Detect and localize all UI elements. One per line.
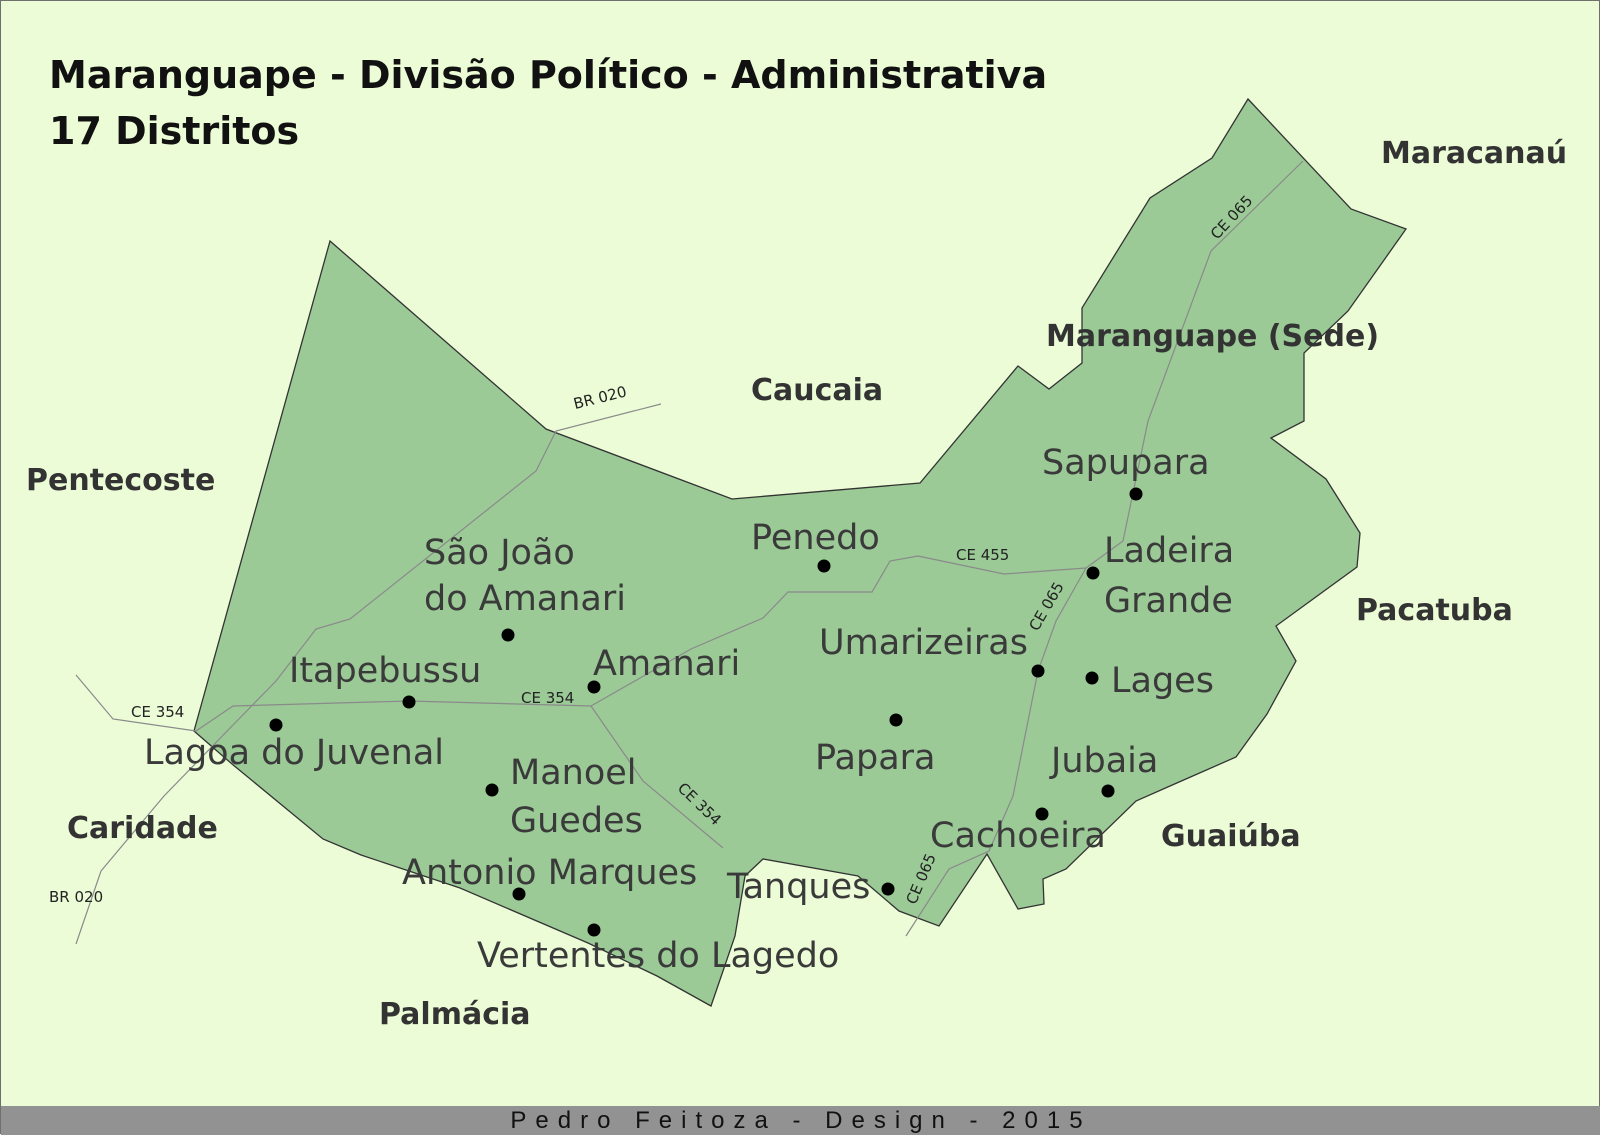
road-label-ce455: CE 455 xyxy=(956,546,1010,564)
district-lagoa-do-juvenal: Lagoa do Juvenal xyxy=(144,733,445,773)
lages-dot xyxy=(1085,671,1099,685)
vertentes-dot xyxy=(587,923,601,937)
district-manoel-line2: Guedes xyxy=(510,801,643,841)
district-amanari: Amanari xyxy=(593,644,741,684)
municipality-palmacia: Palmácia xyxy=(379,997,531,1032)
district-sapupara: Sapupara xyxy=(1042,443,1210,483)
map-title: Maranguape - Divisão Político - Administ… xyxy=(49,53,1048,97)
municipality-pacatuba: Pacatuba xyxy=(1356,593,1513,628)
lagoa-juvenal-dot xyxy=(269,718,283,732)
district-vertentes-do-lagedo: Vertentes do Lagedo xyxy=(477,936,840,976)
maranguape-territory xyxy=(193,97,1408,1007)
manoel-guedes-dot xyxy=(485,783,499,797)
district-ladeira-line1: Ladeira xyxy=(1104,531,1235,571)
road-ce065 xyxy=(905,160,1304,937)
sao-joao-dot xyxy=(501,628,515,642)
road-label-ce354-mid: CE 354 xyxy=(521,689,575,707)
road-ce354-east xyxy=(590,555,1087,707)
district-sao-joao-line2: do Amanari xyxy=(424,579,626,619)
municipality-maranguape-sede: Maranguape (Sede) xyxy=(1046,319,1380,354)
map-subtitle: 17 Distritos xyxy=(49,109,300,153)
antonio-marques-dot xyxy=(512,887,526,901)
district-antonio-marques: Antonio Marques xyxy=(402,853,698,893)
district-penedo: Penedo xyxy=(751,518,880,558)
amanari-dot xyxy=(587,680,601,694)
district-tanques: Tanques xyxy=(727,867,871,907)
district-lages: Lages xyxy=(1111,661,1214,701)
road-label-ce354-left: CE 354 xyxy=(131,703,185,721)
itapebussu-dot xyxy=(402,695,416,709)
municipality-caucaia: Caucaia xyxy=(751,373,884,408)
tanques-dot xyxy=(881,882,895,896)
municipality-guaiuba: Guaiúba xyxy=(1161,819,1301,854)
cachoeira-dot xyxy=(1035,807,1049,821)
sapupara-dot xyxy=(1129,487,1143,501)
municipality-caridade: Caridade xyxy=(67,811,218,846)
footer-credit: Pedro Feitoza - Design - 2015 xyxy=(1,1106,1600,1135)
municipality-maracanau: Maracanaú xyxy=(1381,136,1568,171)
umarizeiras-dot xyxy=(1031,664,1045,678)
district-manoel-line1: Manoel xyxy=(510,753,637,793)
district-umarizeiras: Umarizeiras xyxy=(819,623,1028,663)
road-label-br020-bottom: BR 020 xyxy=(49,888,104,906)
district-sao-joao-line1: São João xyxy=(424,533,575,573)
district-ladeira-line2: Grande xyxy=(1104,581,1233,621)
district-cachoeira: Cachoeira xyxy=(930,816,1106,856)
road-ce354 xyxy=(75,674,724,849)
papara-dot xyxy=(889,713,903,727)
road-br020 xyxy=(75,403,662,945)
district-itapebussu: Itapebussu xyxy=(289,651,482,691)
district-papara: Papara xyxy=(815,738,936,778)
ladeira-grande-dot xyxy=(1086,566,1100,580)
jubaia-dot xyxy=(1101,784,1115,798)
penedo-dot xyxy=(817,559,831,573)
district-jubaia: Jubaia xyxy=(1051,741,1159,781)
municipality-pentecoste: Pentecoste xyxy=(26,463,216,498)
